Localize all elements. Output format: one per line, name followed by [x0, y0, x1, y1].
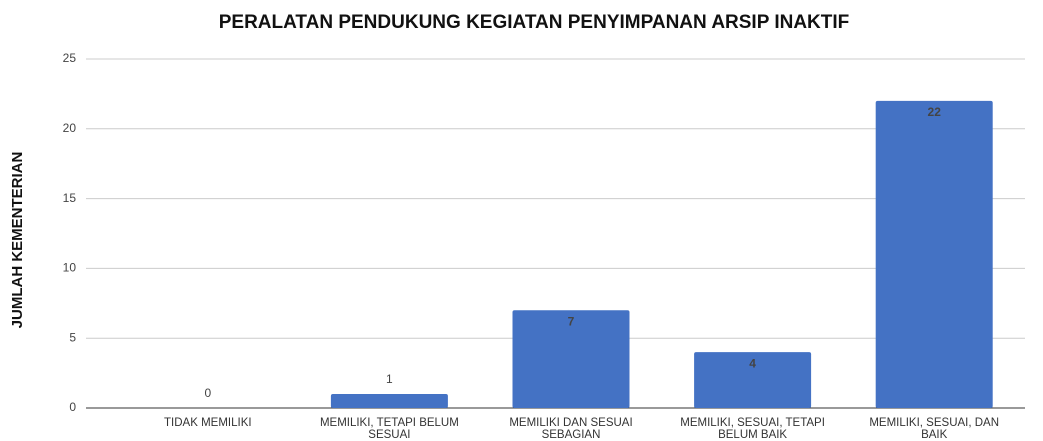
value-label: 1	[386, 372, 393, 386]
x-tick-label: TIDAK MEMILIKI	[164, 417, 252, 429]
value-label: 22	[928, 105, 942, 119]
bar	[694, 352, 812, 408]
bar	[512, 310, 630, 408]
value-label: 4	[749, 356, 756, 370]
value-label: 7	[568, 314, 575, 328]
value-label: 0	[204, 386, 211, 400]
bar	[875, 100, 993, 408]
y-tick-label: 5	[69, 330, 76, 344]
y-tick-label: 10	[63, 261, 77, 275]
x-tick-label: MEMILIKI, SESUAI, TETAPI BELUM BAIK	[680, 417, 825, 441]
x-tick-label: MEMILIKI, TETAPI BELUM SESUAI	[319, 417, 459, 441]
y-tick-label: 0	[69, 400, 76, 414]
y-axis-label: JUMLAH KEMENTERIAN	[9, 152, 26, 329]
chart-title: PERALATAN PENDUKUNG KEGIATAN PENYIMPANAN…	[219, 12, 850, 33]
x-tick-label: MEMILIKI, SESUAI, DAN BAIK	[869, 417, 1000, 441]
x-tick-label: MEMILIKI DAN SESUAI SEBAGIAN	[509, 417, 633, 441]
bar	[330, 394, 448, 408]
y-tick-label: 25	[63, 51, 77, 65]
y-tick-label: 20	[63, 121, 77, 135]
y-tick-label: 15	[63, 191, 77, 205]
